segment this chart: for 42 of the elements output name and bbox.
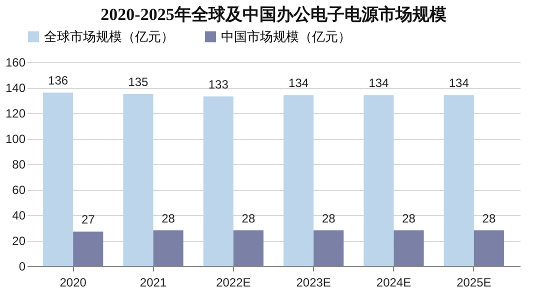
bar (284, 95, 314, 266)
legend-label: 中国市场规模（亿元） (221, 28, 351, 44)
data-label: 135 (128, 74, 149, 89)
data-label: 134 (368, 76, 390, 90)
bar (203, 96, 234, 266)
y-tick-label: 120 (5, 106, 26, 120)
y-tick-label: 20 (12, 234, 26, 248)
bar (153, 230, 184, 266)
chart-title: 2020-2025年全球及中国办公电子电源市场规模 (100, 5, 446, 24)
y-tick-label: 40 (12, 208, 26, 222)
data-label: 134 (448, 76, 470, 90)
y-tick-label: 140 (5, 81, 26, 95)
data-label: 28 (482, 211, 496, 226)
legend-label: 全球市场规模（亿元） (44, 28, 174, 44)
x-tick-label: 2020 (60, 276, 87, 290)
x-tick-label: 2025E (456, 276, 492, 290)
bar (444, 95, 474, 266)
x-tick-label: 2024E (376, 276, 412, 290)
data-label: 28 (242, 211, 256, 226)
bar (43, 92, 74, 266)
bar (233, 230, 264, 266)
data-label: 27 (81, 212, 96, 227)
y-tick-label: 80 (12, 158, 26, 172)
data-label: 28 (322, 211, 336, 226)
data-label: 136 (48, 74, 68, 88)
x-tick-label: 2023E (296, 276, 331, 290)
bar (123, 94, 154, 266)
bar (314, 230, 344, 266)
bar (394, 230, 424, 266)
data-label: 28 (162, 211, 176, 226)
y-tick-label: 160 (5, 56, 26, 70)
x-tick-label: 2022E (216, 276, 251, 290)
y-tick-label: 0 (18, 260, 26, 274)
x-tick-label: 2021 (140, 276, 167, 290)
bar (474, 230, 504, 266)
y-tick-label: 60 (12, 183, 26, 197)
data-label: 28 (402, 211, 416, 226)
y-tick-label: 100 (5, 132, 26, 146)
data-label: 134 (288, 76, 309, 90)
bar (73, 232, 104, 266)
data-label: 133 (208, 77, 229, 92)
bar (364, 95, 394, 266)
